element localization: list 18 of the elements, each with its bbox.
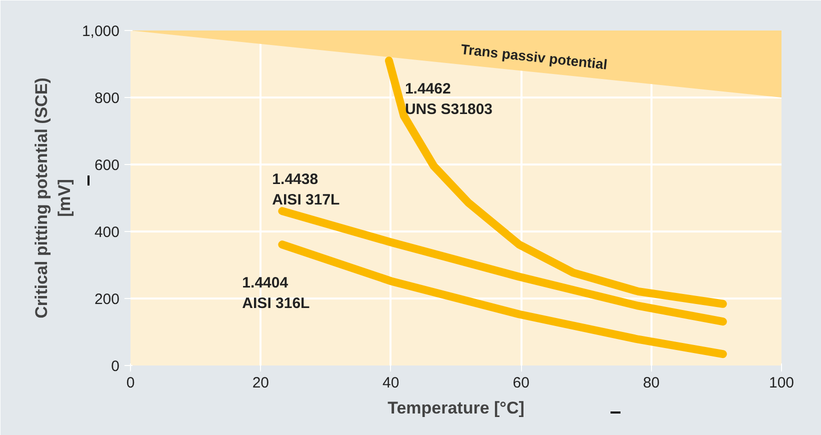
y-tick-label: 0 <box>111 358 120 375</box>
series-label: 1.4462 UNS S31803 <box>404 80 493 118</box>
x-tick-label: 80 <box>642 374 660 392</box>
x-tick-label: 40 <box>382 374 400 392</box>
x-tick-label: 0 <box>126 374 135 392</box>
x-tick-label: 60 <box>512 374 530 392</box>
y-tick-label: 1,000 <box>82 23 120 40</box>
y-tick-label: 600 <box>94 157 120 174</box>
x-axis-title: Temperature [°C] <box>388 398 524 418</box>
y-tick-label: 400 <box>94 224 120 241</box>
x-tick-label: 20 <box>252 374 270 392</box>
x-tick-label: 100 <box>768 374 794 392</box>
y-tick-label: 200 <box>94 291 120 308</box>
y-tick-label: 800 <box>94 90 120 107</box>
series-label: 1.4404 AISI 316L <box>242 274 310 312</box>
series-label: Trans passiv potential <box>460 40 608 72</box>
y-axis-title: Critical pitting potential (SCE) [mV] <box>32 78 74 318</box>
series-label: 1.4438 AISI 317L <box>272 171 340 208</box>
